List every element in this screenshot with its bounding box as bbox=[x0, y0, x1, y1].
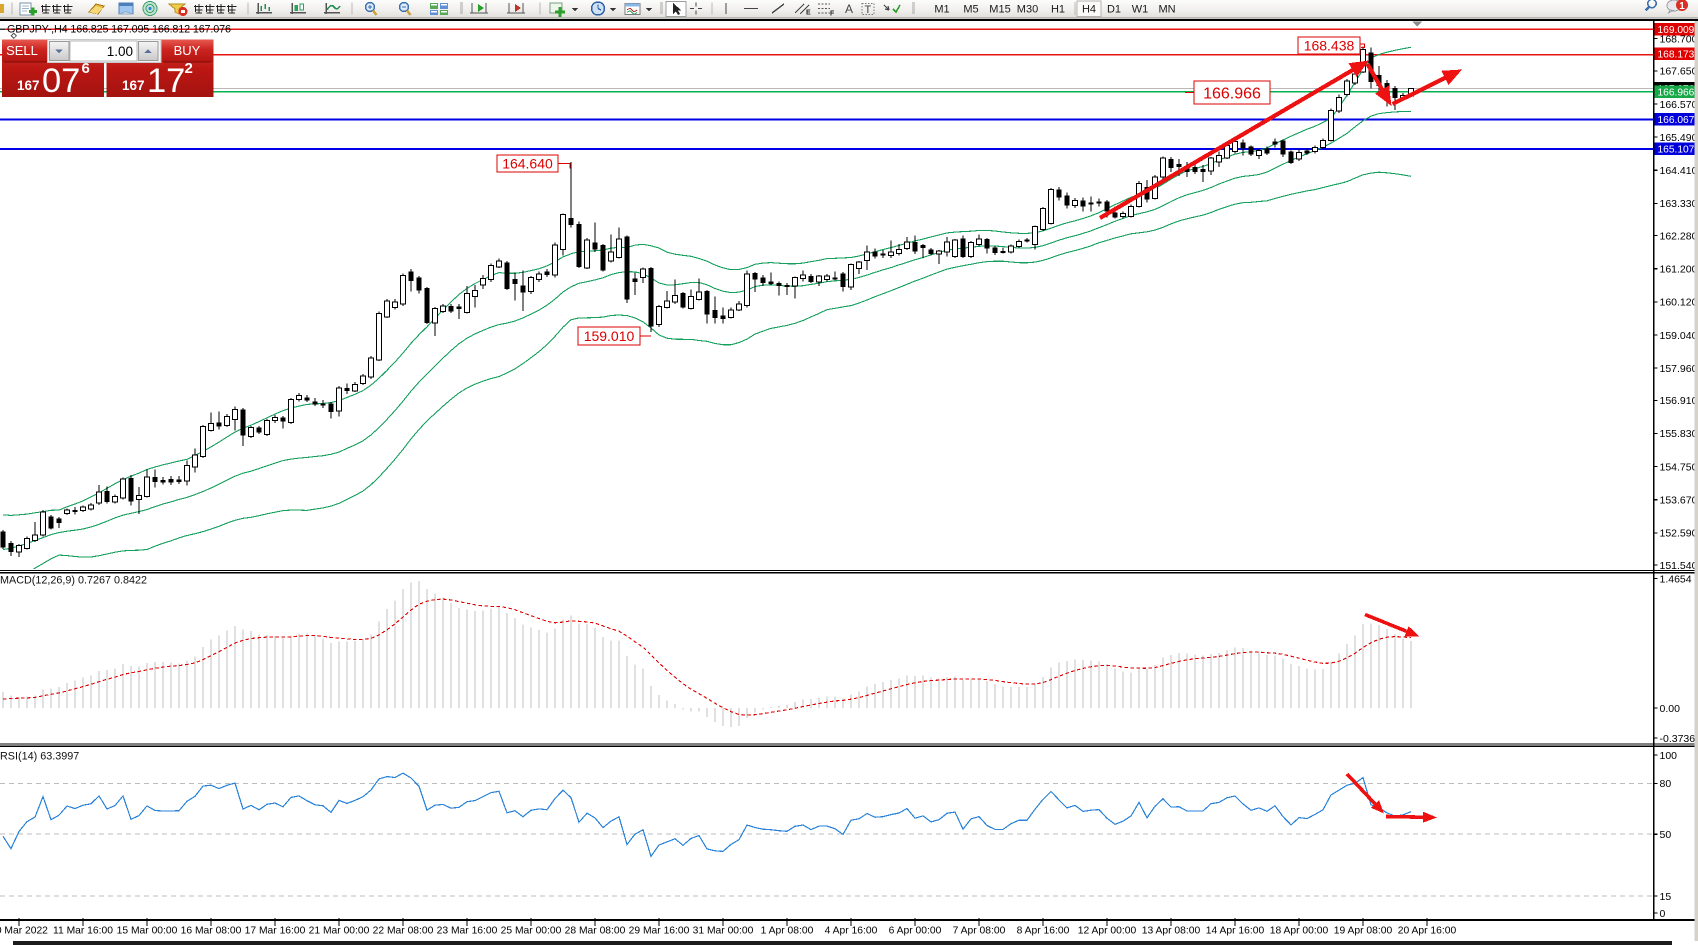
svg-text:1: 1 bbox=[1679, 1, 1685, 12]
svg-text:W1: W1 bbox=[1132, 4, 1149, 16]
svg-text:H1: H1 bbox=[1051, 4, 1065, 16]
svg-text:18 Apr 00:00: 18 Apr 00:00 bbox=[1270, 926, 1329, 937]
svg-text:15 Mar 00:00: 15 Mar 00:00 bbox=[117, 926, 178, 937]
svg-text:156.910: 156.910 bbox=[1660, 395, 1698, 407]
svg-text:12 Apr 00:00: 12 Apr 00:00 bbox=[1078, 926, 1137, 937]
svg-text:151.540: 151.540 bbox=[1660, 560, 1698, 572]
svg-text:M1: M1 bbox=[934, 4, 949, 16]
svg-text:169.009: 169.009 bbox=[1658, 25, 1695, 36]
svg-text:23 Mar 16:00: 23 Mar 16:00 bbox=[437, 926, 498, 937]
svg-text:11 Mar 16:00: 11 Mar 16:00 bbox=[53, 926, 113, 937]
svg-text:159.040: 159.040 bbox=[1660, 330, 1698, 342]
svg-text:A: A bbox=[845, 2, 853, 16]
svg-text:2: 2 bbox=[185, 60, 193, 77]
svg-text:164.640: 164.640 bbox=[502, 156, 553, 172]
svg-text:MN: MN bbox=[1158, 4, 1175, 16]
svg-text:80: 80 bbox=[1660, 778, 1672, 790]
svg-text:M5: M5 bbox=[963, 4, 978, 16]
svg-text:100: 100 bbox=[1660, 750, 1678, 762]
svg-text:166.966: 166.966 bbox=[1203, 85, 1261, 102]
svg-text:50: 50 bbox=[1660, 829, 1672, 841]
svg-text:E: E bbox=[806, 10, 811, 17]
svg-text:SELL: SELL bbox=[6, 43, 38, 58]
svg-text:159.010: 159.010 bbox=[584, 328, 635, 344]
svg-text:15: 15 bbox=[1660, 891, 1672, 903]
svg-text:166.966: 166.966 bbox=[1658, 88, 1695, 99]
svg-text:D1: D1 bbox=[1107, 4, 1121, 16]
svg-text:07: 07 bbox=[42, 62, 80, 100]
svg-text:17: 17 bbox=[147, 62, 185, 100]
svg-text:157.960: 157.960 bbox=[1660, 363, 1698, 375]
svg-text:20 Apr 16:00: 20 Apr 16:00 bbox=[1398, 926, 1457, 937]
svg-text:19 Apr 08:00: 19 Apr 08:00 bbox=[1334, 926, 1393, 937]
svg-text:166.570: 166.570 bbox=[1660, 99, 1698, 111]
svg-text:8 Apr 16:00: 8 Apr 16:00 bbox=[1017, 926, 1070, 937]
svg-text:25 Mar 00:00: 25 Mar 00:00 bbox=[501, 926, 562, 937]
svg-text:166.067: 166.067 bbox=[1658, 115, 1695, 126]
svg-text:T: T bbox=[865, 4, 872, 16]
svg-text:6 Apr 00:00: 6 Apr 00:00 bbox=[889, 926, 942, 937]
svg-text:31 Mar 00:00: 31 Mar 00:00 bbox=[693, 926, 754, 937]
svg-text:29 Mar 16:00: 29 Mar 16:00 bbox=[629, 926, 690, 937]
svg-text:4 Apr 16:00: 4 Apr 16:00 bbox=[825, 926, 878, 937]
svg-text:1.00: 1.00 bbox=[107, 44, 133, 59]
svg-text:168.173: 168.173 bbox=[1658, 50, 1695, 61]
svg-text:F: F bbox=[830, 11, 835, 18]
svg-text:21 Mar 00:00: 21 Mar 00:00 bbox=[309, 926, 370, 937]
svg-text:22 Mar 08:00: 22 Mar 08:00 bbox=[373, 926, 434, 937]
svg-text:165.490: 165.490 bbox=[1660, 132, 1698, 144]
svg-text:GBPJPY-,H4 166.825 167.095 16: GBPJPY-,H4 166.825 167.095 166.812 167.0… bbox=[7, 24, 231, 36]
svg-text:167: 167 bbox=[17, 78, 40, 93]
svg-text:168.700: 168.700 bbox=[1660, 33, 1698, 45]
svg-text:13 Apr 08:00: 13 Apr 08:00 bbox=[1142, 926, 1201, 937]
svg-text:155.830: 155.830 bbox=[1660, 428, 1698, 440]
svg-text:17 Mar 16:00: 17 Mar 16:00 bbox=[245, 926, 306, 937]
svg-text:160.120: 160.120 bbox=[1660, 297, 1698, 309]
svg-text:16 Mar 08:00: 16 Mar 08:00 bbox=[181, 926, 242, 937]
svg-text:14 Apr 16:00: 14 Apr 16:00 bbox=[1206, 926, 1265, 937]
svg-text:161.200: 161.200 bbox=[1660, 263, 1698, 275]
svg-text:163.330: 163.330 bbox=[1660, 198, 1698, 210]
svg-text:153.670: 153.670 bbox=[1660, 494, 1698, 506]
svg-text:H4: H4 bbox=[1082, 4, 1096, 16]
svg-text:154.750: 154.750 bbox=[1660, 461, 1698, 473]
svg-text:7 Apr 08:00: 7 Apr 08:00 bbox=[953, 926, 1006, 937]
svg-text:162.280: 162.280 bbox=[1660, 230, 1698, 242]
svg-text:164.410: 164.410 bbox=[1660, 165, 1698, 177]
svg-text:RSI(14) 63.3997: RSI(14) 63.3997 bbox=[0, 751, 79, 763]
svg-text:BUY: BUY bbox=[174, 43, 201, 58]
svg-text:168.438: 168.438 bbox=[1304, 38, 1355, 54]
svg-text:0.00: 0.00 bbox=[1660, 703, 1681, 715]
svg-text:165.107: 165.107 bbox=[1658, 145, 1695, 156]
svg-text:0: 0 bbox=[1660, 908, 1666, 920]
svg-text:167.650: 167.650 bbox=[1660, 66, 1698, 78]
svg-text:6: 6 bbox=[82, 60, 90, 77]
svg-text:1.4654: 1.4654 bbox=[1660, 573, 1692, 585]
svg-text:1 Apr 08:00: 1 Apr 08:00 bbox=[761, 926, 814, 937]
svg-text:152.590: 152.590 bbox=[1660, 528, 1698, 540]
svg-text:10 Mar 2022: 10 Mar 2022 bbox=[0, 926, 48, 937]
svg-text:28 Mar 08:00: 28 Mar 08:00 bbox=[565, 926, 626, 937]
svg-text:167: 167 bbox=[122, 78, 145, 93]
svg-text:M30: M30 bbox=[1017, 4, 1038, 16]
svg-text:M15: M15 bbox=[989, 4, 1010, 16]
svg-text:MACD(12,26,9) 0.7267 0.8422: MACD(12,26,9) 0.7267 0.8422 bbox=[0, 575, 147, 587]
svg-text:-0.3736: -0.3736 bbox=[1660, 733, 1696, 745]
